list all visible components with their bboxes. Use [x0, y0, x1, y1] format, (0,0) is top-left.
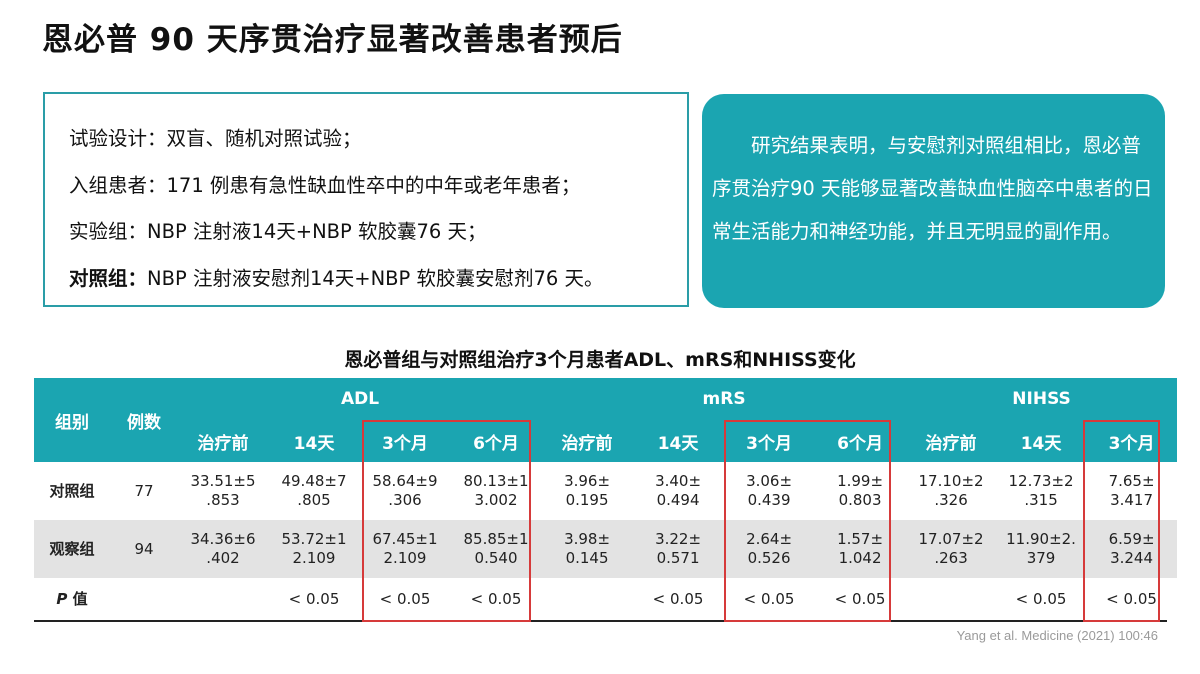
table-row-control: 对照组 77 33.51±5.853 49.48±7.805 58.64±9.3…	[34, 462, 1178, 520]
subheader-mrs-baseline: 治疗前	[542, 420, 633, 462]
table-cell: < 0.05	[996, 578, 1087, 620]
table-cell: 11.90±2. 379	[996, 520, 1087, 578]
design-line-experimental: 实验组：NBP 注射液14天+NBP 软胶囊76 天；	[69, 220, 487, 243]
slide-title: 恩必普 90 天序贯治疗显著改善患者预后	[42, 22, 623, 58]
table-cell: 12.73±2.315	[996, 462, 1087, 520]
table-cell: 3.98± 0.145	[542, 520, 633, 578]
highlight-box-mrs	[724, 420, 891, 622]
row-n-control: 77	[110, 462, 178, 520]
table-cell: < 0.05	[1086, 578, 1178, 620]
subheader-nihss-3m: 3个月	[1086, 420, 1178, 462]
highlight-box-nihss	[1083, 420, 1160, 622]
subheader-adl-baseline: 治疗前	[178, 420, 268, 462]
table-cell: < 0.05	[360, 578, 450, 620]
table-cell: 85.85±1 0.540	[450, 520, 543, 578]
study-design-box: 试验设计：双盲、随机对照试验； 入组患者：171 例患有急性缺血性卒中的中年或老…	[43, 92, 689, 307]
header-group: 组别	[34, 378, 110, 462]
results-table: 组别 例数 ADL mRS NIHSS 治疗前 14天 3个月 6个月 治疗前 …	[34, 378, 1178, 620]
table-cell: < 0.05	[632, 578, 725, 620]
subheader-adl-6m: 6个月	[450, 420, 543, 462]
table-cell: 34.36±6.402	[178, 520, 268, 578]
table-bottom-rule	[34, 620, 1167, 622]
table-row-pvalue: P 值 < 0.05 < 0.05 < 0.05 < 0.05 < 0.05 <…	[34, 578, 1178, 620]
table-cell: 6.59± 3.244	[1086, 520, 1178, 578]
header-n: 例数	[110, 378, 178, 462]
table-cell: 3.40± 0.494	[632, 462, 725, 520]
table-cell: < 0.05	[268, 578, 360, 620]
header-nihss: NIHSS	[906, 378, 1178, 420]
table-cell: 80.13±1 3.002	[450, 462, 543, 520]
subheader-mrs-14d: 14天	[632, 420, 725, 462]
row-label-pvalue: P 值	[34, 578, 110, 620]
table-cell: < 0.05	[724, 578, 815, 620]
table-cell: 3.06± 0.439	[724, 462, 815, 520]
design-line-trial: 试验设计：双盲、随机对照试验；	[69, 127, 362, 150]
control-label: 对照组：	[69, 267, 148, 290]
table-cell	[542, 578, 633, 620]
highlight-box-adl	[362, 420, 531, 622]
subheader-nihss-baseline: 治疗前	[906, 420, 997, 462]
table-cell: < 0.05	[450, 578, 543, 620]
table-cell: 2.64± 0.526	[724, 520, 815, 578]
table-cell: 3.96± 0.195	[542, 462, 633, 520]
design-line-patients: 入组患者：171 例患有急性缺血性卒中的中年或老年患者；	[69, 174, 581, 197]
subheader-adl-14d: 14天	[268, 420, 360, 462]
row-label-control: 对照组	[34, 462, 110, 520]
table-cell	[110, 578, 178, 620]
control-text: NBP 注射液安慰剂14天+NBP 软胶囊安慰剂76 天。	[147, 267, 604, 290]
header-adl: ADL	[178, 378, 543, 420]
table-cell: 67.45±1 2.109	[360, 520, 450, 578]
table-row-observation: 观察组 94 34.36±6.402 53.72±1 2.109 67.45±1 2…	[34, 520, 1178, 578]
subheader-mrs-3m: 3个月	[724, 420, 815, 462]
citation: Yang et al. Medicine (2021) 100:46	[956, 628, 1158, 643]
table-cell: 49.48±7.805	[268, 462, 360, 520]
subheader-adl-3m: 3个月	[360, 420, 450, 462]
table-cell: 17.10±2.326	[906, 462, 997, 520]
table-cell: 17.07±2.263	[906, 520, 997, 578]
table-cell: 53.72±1 2.109	[268, 520, 360, 578]
table-cell: 58.64±9.306	[360, 462, 450, 520]
row-n-observation: 94	[110, 520, 178, 578]
table-cell: 3.22± 0.571	[632, 520, 725, 578]
design-line-control: 对照组：NBP 注射液安慰剂14天+NBP 软胶囊安慰剂76 天。	[69, 262, 604, 291]
conclusion-box: 研究结果表明，与安慰剂对照组相比，恩必普序贯治疗90 天能够显著改善缺血性脑卒中…	[702, 94, 1165, 308]
table-cell: 33.51±5.853	[178, 462, 268, 520]
header-mrs: mRS	[542, 378, 907, 420]
row-label-observation: 观察组	[34, 520, 110, 578]
table-cell	[906, 578, 997, 620]
table-cell: 7.65± 3.417	[1086, 462, 1178, 520]
subheader-nihss-14d: 14天	[996, 420, 1087, 462]
table-title: 恩必普组与对照组治疗3个月患者ADL、mRS和NHISS变化	[344, 349, 856, 371]
table-cell	[178, 578, 268, 620]
